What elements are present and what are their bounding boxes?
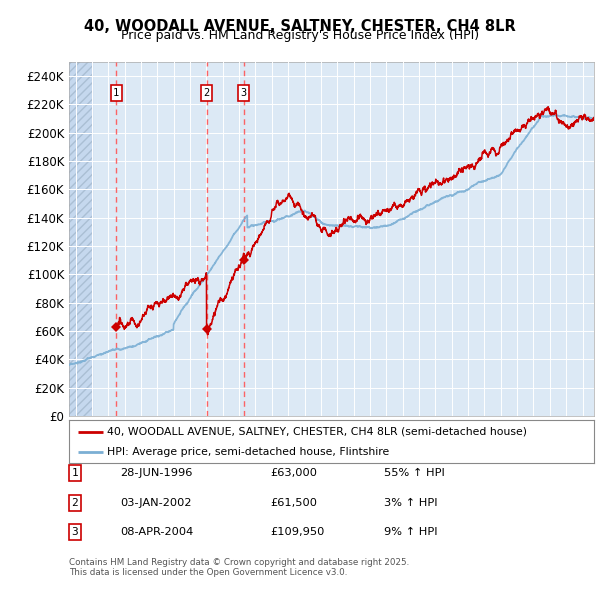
Text: Price paid vs. HM Land Registry's House Price Index (HPI): Price paid vs. HM Land Registry's House … <box>121 30 479 42</box>
Bar <box>69 62 92 416</box>
Text: 1: 1 <box>71 468 79 478</box>
Text: 40, WOODALL AVENUE, SALTNEY, CHESTER, CH4 8LR (semi-detached house): 40, WOODALL AVENUE, SALTNEY, CHESTER, CH… <box>107 427 527 437</box>
Text: £63,000: £63,000 <box>270 468 317 478</box>
Text: 3% ↑ HPI: 3% ↑ HPI <box>384 498 437 507</box>
Text: 9% ↑ HPI: 9% ↑ HPI <box>384 527 437 537</box>
Text: 40, WOODALL AVENUE, SALTNEY, CHESTER, CH4 8LR: 40, WOODALL AVENUE, SALTNEY, CHESTER, CH… <box>84 19 516 34</box>
Text: 08-APR-2004: 08-APR-2004 <box>120 527 193 537</box>
Text: £109,950: £109,950 <box>270 527 325 537</box>
Text: 1: 1 <box>113 88 119 98</box>
Text: 55% ↑ HPI: 55% ↑ HPI <box>384 468 445 478</box>
Text: 28-JUN-1996: 28-JUN-1996 <box>120 468 193 478</box>
Text: HPI: Average price, semi-detached house, Flintshire: HPI: Average price, semi-detached house,… <box>107 447 389 457</box>
Text: 3: 3 <box>241 88 247 98</box>
Bar <box>69 62 92 416</box>
Text: 2: 2 <box>203 88 209 98</box>
Text: 2: 2 <box>71 498 79 507</box>
Text: 03-JAN-2002: 03-JAN-2002 <box>120 498 191 507</box>
Text: £61,500: £61,500 <box>270 498 317 507</box>
Text: Contains HM Land Registry data © Crown copyright and database right 2025.
This d: Contains HM Land Registry data © Crown c… <box>69 558 409 577</box>
Text: 3: 3 <box>71 527 79 537</box>
